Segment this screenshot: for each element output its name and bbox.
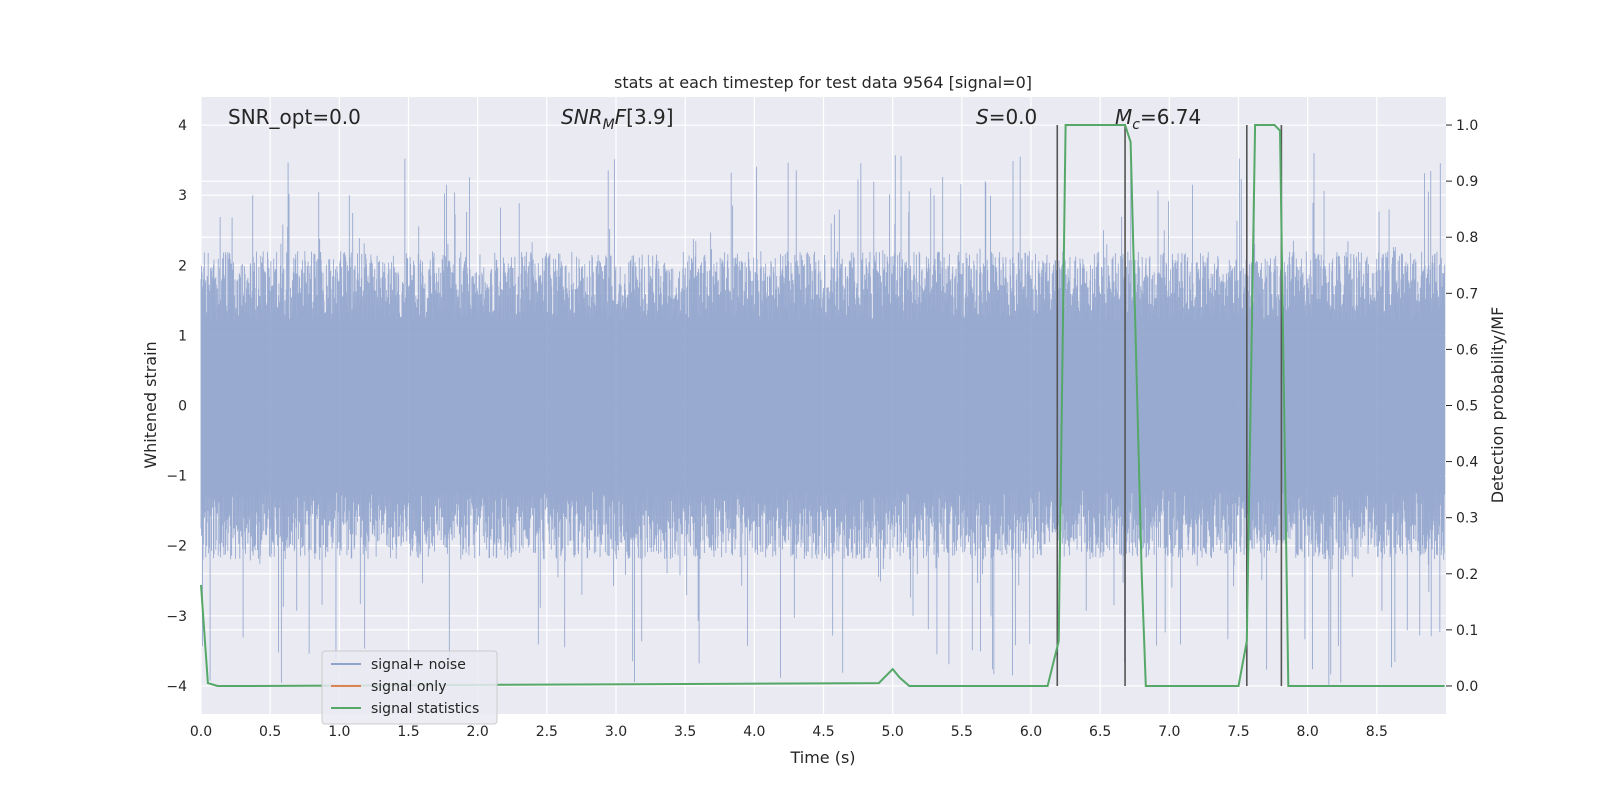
x-tick-label-2: 1.0 xyxy=(328,724,350,740)
x-tick-label-17: 8.5 xyxy=(1366,724,1388,740)
y-left-tick-labels: 4 3 2 1 0 −1 −2 −3 −4 xyxy=(166,118,187,695)
x-tick-label-1: 0.5 xyxy=(259,724,281,740)
annotation-s-value: =0.0 xyxy=(989,105,1038,129)
y-right-tick-label-7: 0.3 xyxy=(1456,511,1478,527)
y-right-tick-label-2: 0.8 xyxy=(1456,230,1478,246)
x-tick-label-8: 4.0 xyxy=(743,724,765,740)
y-right-tick-label-8: 0.2 xyxy=(1456,567,1478,583)
x-tick-label-5: 2.5 xyxy=(536,724,558,740)
chart-title: stats at each timestep for test data 956… xyxy=(614,73,1032,92)
y-right-tick-label-6: 0.4 xyxy=(1456,455,1478,471)
y-left-tick-label-0: 4 xyxy=(178,118,187,134)
x-tick-label-13: 6.5 xyxy=(1089,724,1111,740)
x-axis-label: Time (s) xyxy=(789,748,855,767)
y-right-tick-label-0: 1.0 xyxy=(1456,118,1478,134)
legend-box xyxy=(321,650,498,725)
y-left-tick-label-1: 3 xyxy=(178,188,187,204)
y-left-tick-label-4: 0 xyxy=(178,399,187,415)
x-tick-label-11: 5.5 xyxy=(951,724,973,740)
annotation-mc: Mc=6.74 xyxy=(1115,105,1201,133)
x-tick-label-7: 3.5 xyxy=(674,724,696,740)
annotation-snr-mf: SNRMF[3.9] xyxy=(561,105,674,133)
annotation-mc-value: =6.74 xyxy=(1140,105,1201,129)
legend: signal+ noise signal only signal statist… xyxy=(321,650,498,725)
y-left-tick-label-5: −1 xyxy=(166,469,187,485)
x-tick-label-14: 7.0 xyxy=(1158,724,1180,740)
x-tick-label-10: 5.0 xyxy=(882,724,904,740)
x-tick-label-12: 6.0 xyxy=(1020,724,1042,740)
x-tick-label-15: 7.5 xyxy=(1227,724,1249,740)
annotation-s: S=0.0 xyxy=(976,105,1037,129)
legend-label-signal-noise: signal+ noise xyxy=(371,657,466,673)
x-tick-label-9: 4.5 xyxy=(812,724,834,740)
legend-label-signal-only: signal only xyxy=(371,679,446,695)
y-right-tick-label-3: 0.7 xyxy=(1456,286,1478,302)
x-tick-label-6: 3.0 xyxy=(605,724,627,740)
x-tick-label-16: 8.0 xyxy=(1297,724,1319,740)
x-tick-label-4: 2.0 xyxy=(467,724,489,740)
y-left-axis-label: Whitened strain xyxy=(141,341,160,468)
x-tick-labels: 0.0 0.5 1.0 1.5 2.0 2.5 3.0 3.5 4.0 4.5 5.0 5.5 6.0 6… xyxy=(190,724,1388,740)
y-right-tick-label-1: 0.9 xyxy=(1456,174,1478,190)
y-right-tick-label-5: 0.5 xyxy=(1456,399,1478,415)
annotation-snr-opt: SNR_opt=0.0 xyxy=(228,105,361,129)
signal-statistics-line xyxy=(200,124,1445,687)
y-right-tick-labels: 1.0 0.9 0.8 0.7 0.6 0.5 0.4 0.3 0.2 0.1 0.0 xyxy=(1446,118,1478,695)
y-right-tick-label-9: 0.1 xyxy=(1456,623,1478,639)
signal-noise-line xyxy=(200,153,1446,685)
y-left-tick-label-3: 1 xyxy=(178,328,187,344)
x-tick-label-3: 1.5 xyxy=(397,724,419,740)
y-right-tick-label-4: 0.6 xyxy=(1456,342,1478,358)
annotation-snr-mf-value: [3.9] xyxy=(626,105,673,129)
y-left-tick-label-6: −2 xyxy=(166,539,187,555)
y-right-tick-label-10: 0.0 xyxy=(1456,679,1478,695)
y-right-axis-label: Detection probability/MF xyxy=(1488,307,1507,504)
series-signal-noise xyxy=(200,153,1446,685)
y-left-tick-label-8: −4 xyxy=(166,679,187,695)
series-signal-statistics xyxy=(200,124,1445,687)
y-left-tick-label-2: 2 xyxy=(178,258,187,274)
x-tick-label-0: 0.0 xyxy=(190,724,212,740)
legend-label-signal-statistics: signal statistics xyxy=(371,701,479,717)
y-left-tick-label-7: −3 xyxy=(166,609,187,625)
